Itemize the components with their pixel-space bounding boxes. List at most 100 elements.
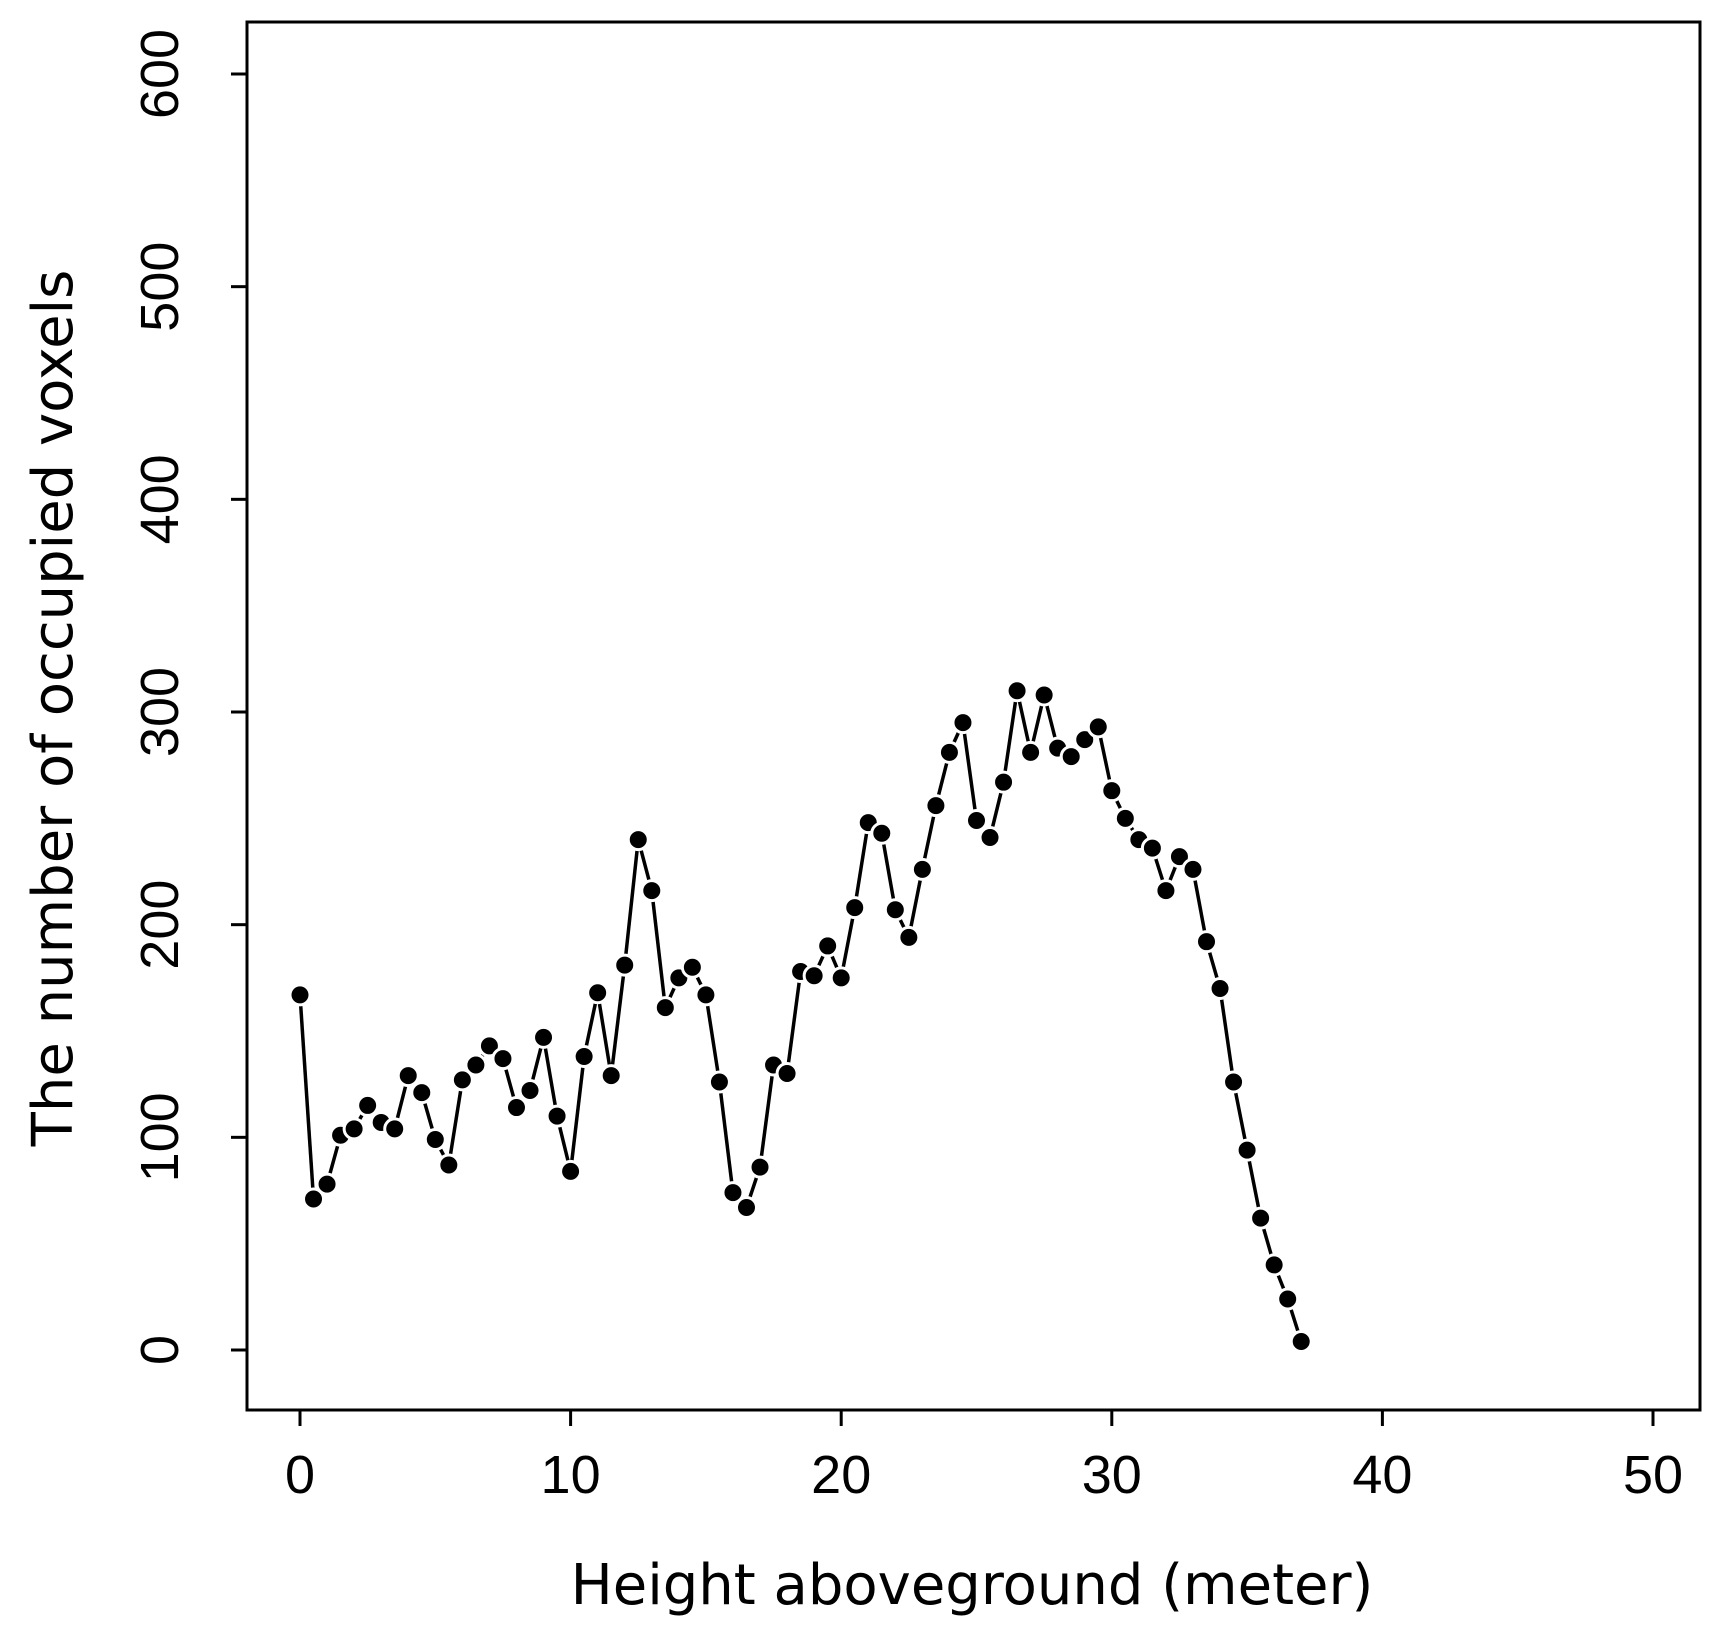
series-segment (622, 839, 640, 966)
data-point (951, 711, 975, 735)
x-axis-title: Height aboveground (meter) (571, 1553, 1374, 1618)
y-tick-label: 300 (130, 667, 190, 757)
data-point (1249, 1206, 1273, 1230)
data-point (816, 934, 840, 958)
series-segment (1231, 1081, 1249, 1151)
data-point (342, 1117, 366, 1141)
data-point (491, 1047, 515, 1071)
data-point (599, 1064, 623, 1088)
series-segment (785, 971, 803, 1074)
y-tick-label: 100 (130, 1092, 190, 1182)
series-segment (880, 832, 898, 911)
data-point (1167, 845, 1191, 869)
x-tick-label: 20 (811, 1445, 871, 1505)
series-segment (717, 1081, 735, 1193)
data-point (423, 1127, 447, 1151)
data-point (532, 1025, 556, 1049)
series-segment (1191, 869, 1209, 943)
series-segment (704, 994, 722, 1083)
data-point (288, 983, 312, 1007)
x-tick-label: 10 (541, 1445, 601, 1505)
data-point (1140, 836, 1164, 860)
data-point (734, 1196, 758, 1220)
x-axis: 0 10 20 30 40 50 (285, 1410, 1683, 1505)
data-point (545, 1104, 569, 1128)
data-point (748, 1155, 772, 1179)
series-segment (541, 1037, 559, 1117)
data-point (965, 808, 988, 832)
y-tick-label: 600 (130, 29, 190, 119)
data-point (383, 1117, 407, 1141)
data-point (870, 821, 894, 845)
series-segment (839, 907, 857, 979)
data-point (924, 794, 948, 818)
data-point (1100, 779, 1124, 803)
data-point (1032, 683, 1056, 707)
data-point (396, 1064, 420, 1088)
data-point (1195, 930, 1219, 954)
data-point (1019, 740, 1043, 764)
series-segment (853, 822, 870, 908)
x-tick-label: 30 (1082, 1445, 1142, 1505)
data-point (1276, 1287, 1300, 1311)
data-point (883, 898, 907, 922)
data-point (626, 828, 650, 852)
data-point (504, 1096, 528, 1120)
series-segment (568, 1056, 586, 1172)
data-point (464, 1053, 488, 1077)
y-tick-label: 400 (130, 454, 190, 544)
data-point (721, 1181, 745, 1205)
series-segment (907, 869, 925, 938)
series-segment (298, 994, 316, 1200)
data-point (572, 1045, 596, 1069)
data-point (1005, 679, 1029, 703)
data-point (1113, 806, 1137, 830)
data-point (437, 1153, 461, 1177)
series-segment (595, 992, 613, 1076)
data-point (707, 1070, 731, 1094)
y-axis: 0 100 200 300 400 500 600 (130, 29, 247, 1365)
data-point (1235, 1138, 1259, 1162)
series-segment (650, 890, 668, 1008)
series-segment (961, 722, 979, 821)
data-point (613, 953, 637, 977)
x-tick-label: 40 (1352, 1445, 1412, 1505)
series-segment (447, 1079, 465, 1166)
y-tick-label: 200 (130, 880, 190, 970)
data-point (559, 1159, 583, 1183)
series-segment (1245, 1149, 1263, 1219)
data-point (315, 1172, 339, 1196)
data-point (897, 925, 921, 949)
data-point (694, 983, 718, 1007)
data-point (992, 770, 1016, 794)
data-point (477, 1034, 501, 1058)
data-point (1208, 976, 1232, 1000)
data-point (1154, 879, 1178, 903)
data-point (518, 1079, 542, 1103)
plot-frame (245, 20, 1702, 1412)
data-point (1181, 857, 1205, 881)
data-point (802, 964, 826, 988)
x-tick-label: 0 (285, 1445, 315, 1505)
data-point (829, 966, 853, 990)
data-point (775, 1062, 799, 1086)
series-segment (1001, 690, 1019, 783)
data-point (1262, 1253, 1286, 1277)
data-point (680, 955, 704, 979)
y-tick-label: 0 (130, 1335, 190, 1365)
series-layer (288, 679, 1313, 1353)
x-tick-label: 50 (1623, 1445, 1683, 1505)
data-point (1073, 728, 1097, 752)
data-point (1289, 1329, 1313, 1353)
data-point (910, 857, 934, 881)
data-point (410, 1081, 434, 1105)
data-point (586, 981, 610, 1005)
data-point (450, 1068, 474, 1092)
data-point (653, 996, 677, 1020)
data-point (1059, 745, 1083, 769)
data-point (302, 1187, 326, 1211)
y-axis-title: The number of occupied voxels (21, 270, 86, 1148)
series-segment (609, 964, 627, 1076)
y-tick-label: 500 (130, 242, 190, 332)
